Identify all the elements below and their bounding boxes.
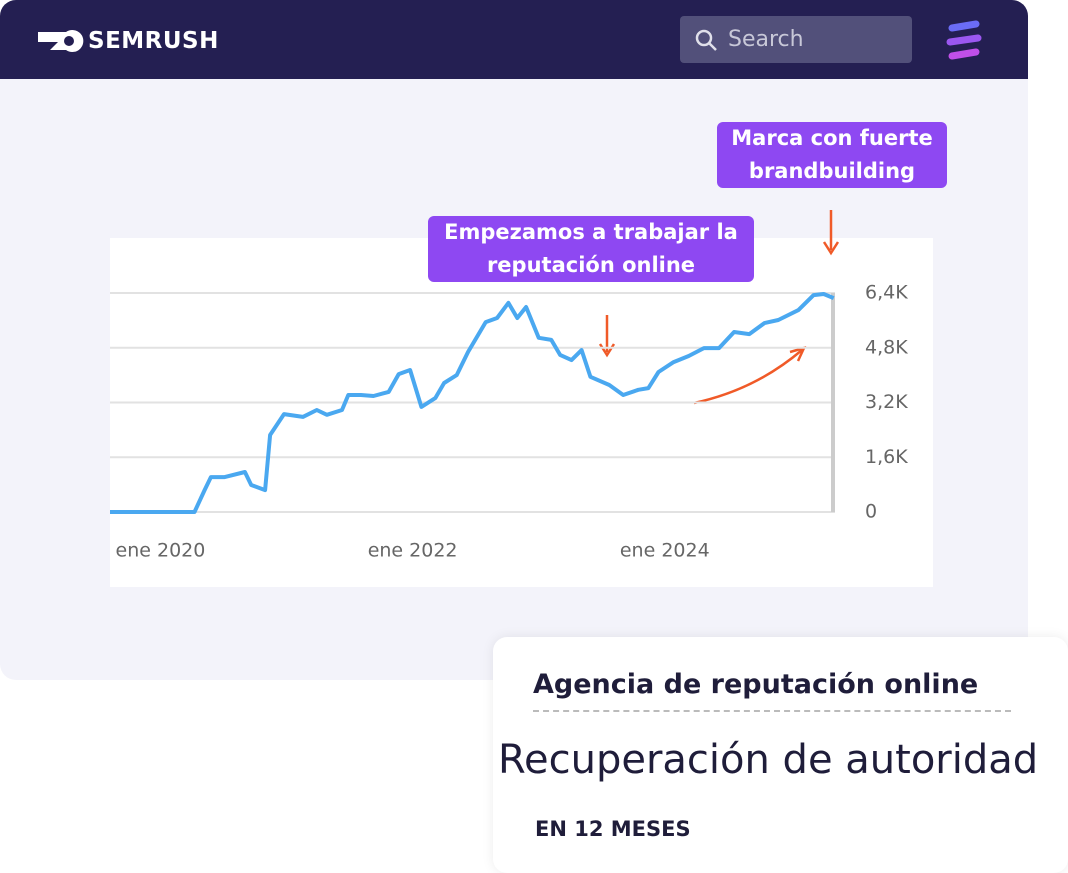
search-placeholder: Search — [728, 27, 804, 52]
search-icon — [695, 29, 717, 51]
chart: 0 1,6K 3,2K 4,8K 6,4K ene 2020 ene 2022 ene 202… — [110, 210, 908, 562]
panel: SEMRUSH Search 0 1,6K 3,2K 4,8K 6,4K ene 2020… — [0, 0, 1028, 680]
logo-icon — [38, 30, 84, 52]
y-tick-label: 3,2K — [865, 391, 908, 413]
logo[interactable]: SEMRUSH — [88, 28, 219, 54]
y-tick-label: 1,6K — [865, 446, 908, 468]
y-tick-label: 4,8K — [865, 336, 908, 358]
card-subtitle: EN 12 MESES — [535, 817, 691, 841]
line — [110, 292, 835, 514]
card-headline: Recuperación de autoridad — [498, 737, 1039, 783]
x-tick-label: ene 2020 — [116, 540, 206, 562]
annotation: Marca con fuerte brandbuilding — [717, 122, 947, 188]
x-tick-label: ene 2022 — [368, 540, 458, 562]
annotation: Empezamos a trabajar la reputación onlin… — [428, 216, 754, 282]
y-tick-label: 0 — [865, 501, 877, 523]
plot-area — [110, 238, 933, 587]
y-tick-label: 6,4K — [865, 282, 908, 304]
result-card: Agencia de reputación online Recuperació… — [493, 637, 1068, 873]
card-title: Agencia de reputación online — [533, 669, 1011, 712]
x-tick-label: ene 2024 — [620, 540, 710, 562]
search-box[interactable]: Search — [680, 16, 912, 63]
top-bar: SEMRUSH Search — [0, 0, 1028, 79]
menu-icon[interactable] — [944, 20, 984, 62]
